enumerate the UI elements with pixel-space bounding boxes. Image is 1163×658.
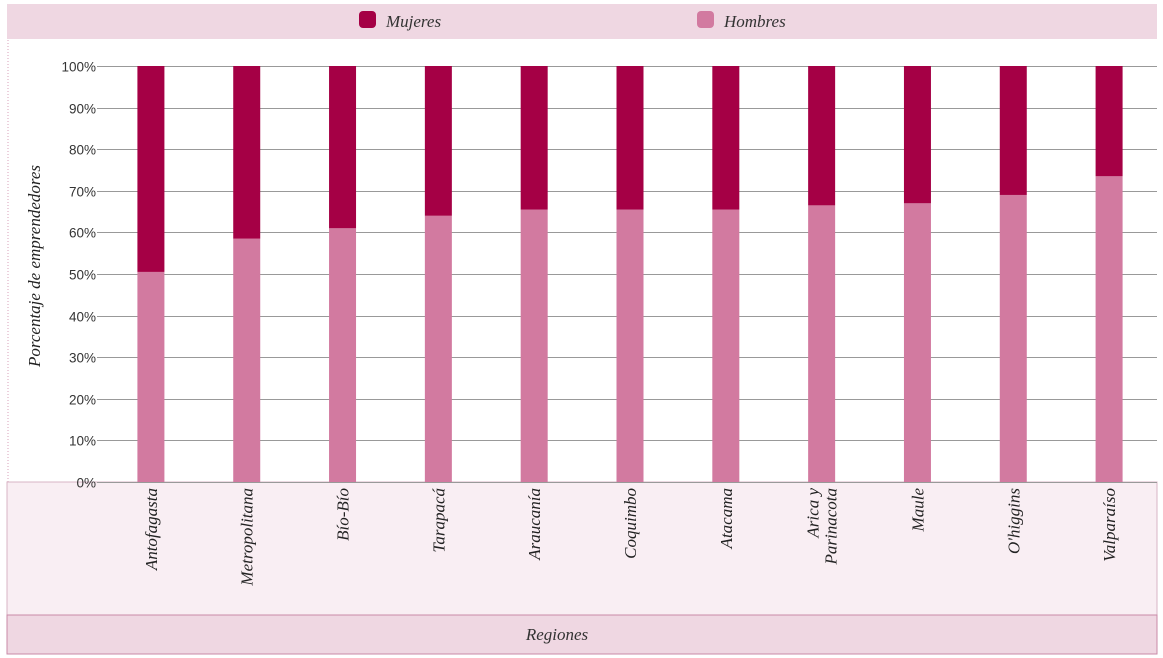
y-tick-label: 90%: [69, 102, 96, 117]
bar-mujeres: [808, 66, 836, 206]
y-tick-label: 10%: [69, 434, 96, 449]
legend-swatch-hombres: [697, 11, 714, 28]
x-tick-label: Antofagasta: [142, 488, 161, 571]
bar-hombres: [137, 271, 165, 482]
bar-hombres: [329, 228, 357, 482]
legend-label-mujeres: Mujeres: [385, 12, 441, 31]
bar-hombres: [999, 194, 1027, 482]
x-tick-label: Atacama: [717, 488, 736, 549]
x-tick-label: Valparaíso: [1100, 488, 1119, 562]
x-tick-label: Metropolitana: [238, 488, 257, 587]
bar-hombres: [520, 209, 548, 482]
bar-mujeres: [1095, 66, 1123, 177]
x-tick-label: Tarapacá: [429, 488, 448, 553]
legend: Mujeres Hombres: [359, 11, 786, 31]
y-tick-label: 20%: [69, 393, 96, 408]
bar-mujeres: [233, 66, 261, 239]
x-axis-ticks: Antofagasta Metropolitana Bío-Bío Tarapacá A…: [142, 488, 1119, 587]
bar-mujeres: [329, 66, 357, 229]
bars: [137, 66, 1123, 483]
y-tick-label: 40%: [69, 310, 96, 325]
bar-hombres: [616, 209, 644, 482]
bar-hombres: [808, 205, 836, 483]
y-axis-title: Porcentaje de emprendedores: [25, 165, 44, 368]
bar-hombres: [233, 238, 261, 482]
x-tick-label: Maule: [908, 488, 927, 533]
x-tick-label: Araucanía: [525, 488, 544, 561]
legend-item-hombres: Hombres: [697, 11, 786, 31]
x-axis-title-band: [6, 614, 1158, 655]
x-tick-label: Arica y: [804, 488, 823, 539]
y-tick-label: 60%: [69, 226, 96, 241]
y-tick-label: 100%: [61, 60, 96, 75]
y-tick-label: 0%: [76, 476, 96, 491]
bar-hombres: [424, 215, 452, 482]
legend-item-mujeres: Mujeres: [359, 11, 441, 31]
bar-mujeres: [520, 66, 548, 210]
x-tick-label: Parinacota: [822, 488, 841, 566]
bar-mujeres: [712, 66, 740, 210]
bar-mujeres: [616, 66, 644, 210]
legend-band: [7, 4, 1157, 39]
y-tick-label: 50%: [69, 268, 96, 283]
y-tick-label: 30%: [69, 351, 96, 366]
legend-swatch-mujeres: [359, 11, 376, 28]
bar-hombres: [1095, 176, 1123, 483]
category-band: [6, 481, 1158, 616]
legend-label-hombres: Hombres: [723, 12, 786, 31]
y-tick-label: 80%: [69, 143, 96, 158]
x-tick-label: O'higgins: [1004, 488, 1023, 554]
x-tick-label: Bío-Bío: [334, 488, 353, 541]
bar-hombres: [712, 209, 740, 482]
bar-mujeres: [903, 66, 931, 204]
y-tick-label: 70%: [69, 185, 96, 200]
bar-mujeres: [999, 66, 1027, 195]
y-axis-ticks: 0% 10% 20% 30% 40% 50% 60% 70% 80% 90% 100%: [61, 60, 96, 491]
x-tick-label: Coquimbo: [621, 488, 640, 559]
bar-mujeres: [137, 66, 165, 272]
bar-mujeres: [424, 66, 452, 216]
x-axis-title: Regiones: [525, 625, 589, 644]
bar-hombres: [903, 203, 931, 482]
